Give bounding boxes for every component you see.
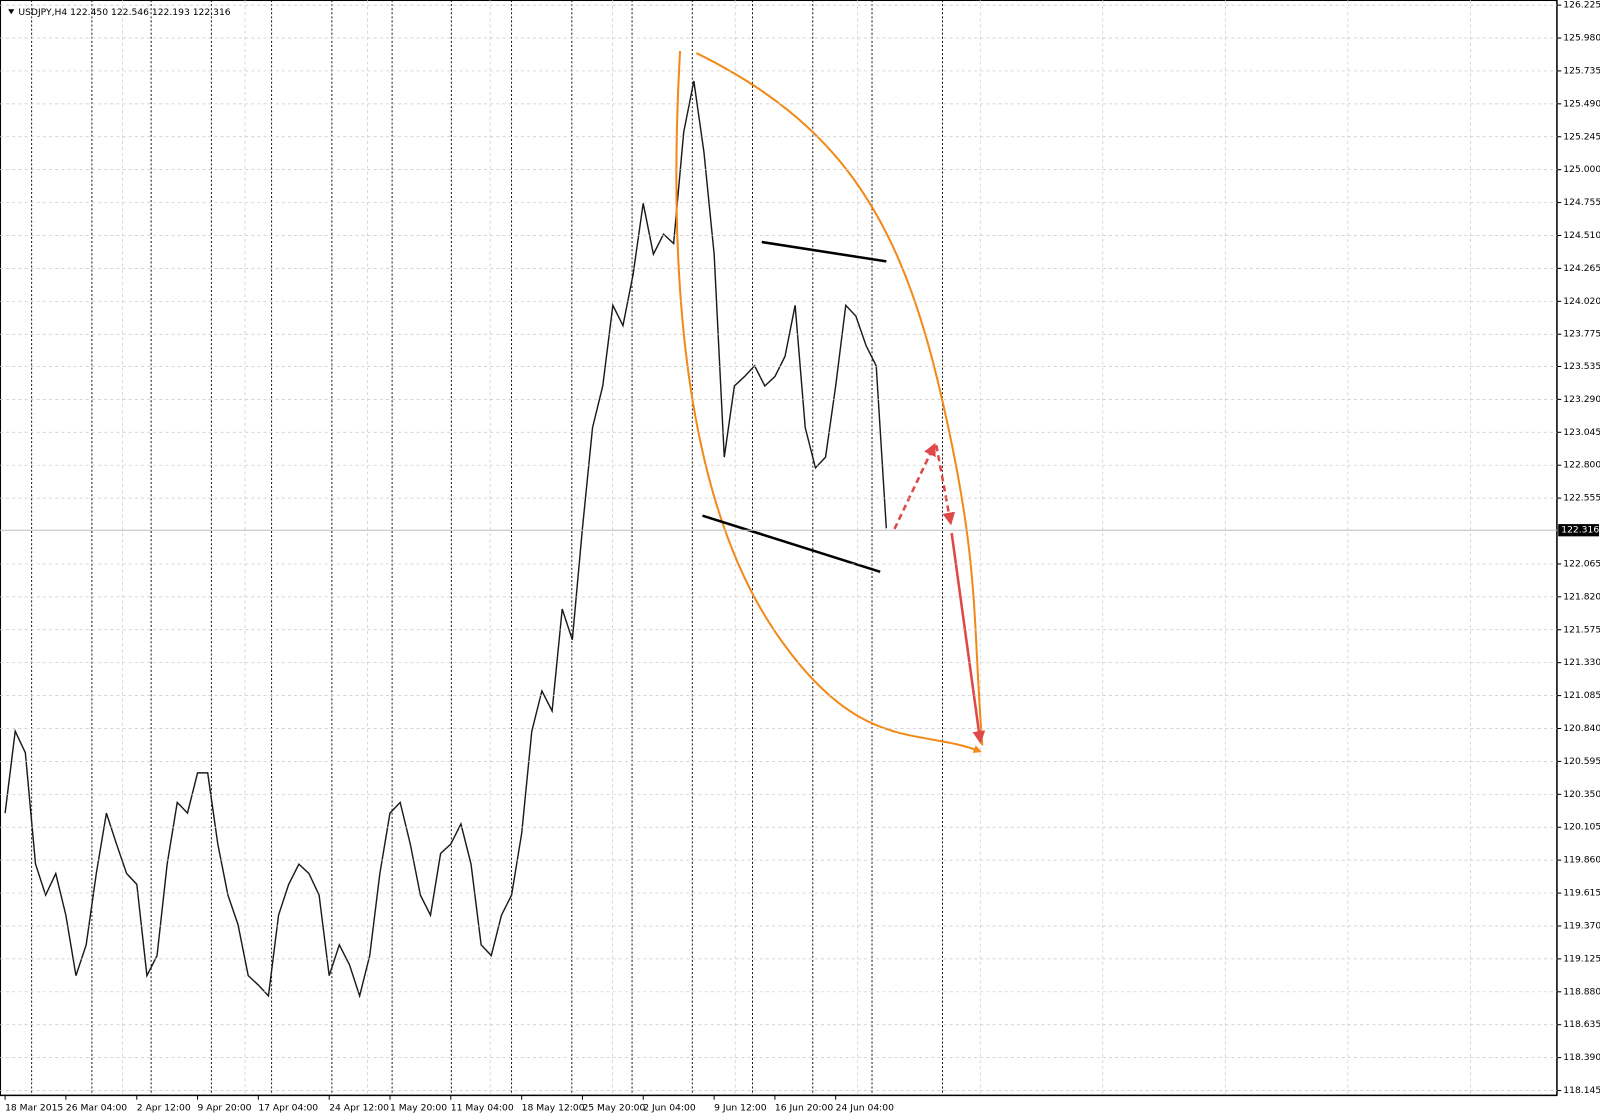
y-tick-label: 122.065: [1563, 558, 1600, 569]
y-tick-label: 120.350: [1563, 789, 1600, 800]
period-separators: [31, 0, 943, 1096]
y-tick-label: 123.045: [1563, 427, 1600, 438]
y-tick-label: 119.125: [1563, 953, 1600, 964]
x-tick-label: 9 Jun 12:00: [714, 1102, 767, 1113]
y-tick-label: 121.330: [1563, 657, 1600, 668]
y-tick-label: 118.635: [1563, 1019, 1600, 1030]
y-tick-label: 120.840: [1563, 723, 1600, 734]
y-tick-label: 124.510: [1563, 230, 1600, 241]
orange-curve: [675, 50, 982, 753]
y-tick-label: 119.615: [1563, 888, 1600, 899]
y-tick-label: 123.775: [1563, 329, 1600, 340]
y-tick-label: 119.860: [1563, 855, 1600, 866]
x-tick-label: 24 Jun 04:00: [836, 1102, 894, 1113]
x-tick-label: 26 Mar 04:00: [66, 1102, 127, 1113]
y-tick-label: 119.370: [1563, 920, 1600, 931]
current-price-label: 122.316: [1561, 525, 1599, 536]
x-tick-label: 11 May 04:00: [451, 1102, 514, 1113]
menu-triangle[interactable]: [8, 9, 15, 15]
y-tick-label: 122.555: [1563, 493, 1600, 504]
vertical-grid: [122, 0, 1471, 1096]
y-tick-label: 121.575: [1563, 624, 1600, 635]
y-tick-label: 121.820: [1563, 591, 1600, 602]
orange-curve: [695, 52, 984, 746]
plot-frame: [0, 0, 1558, 1096]
price-line: [4, 80, 888, 999]
trend-line: [761, 240, 887, 263]
x-tick-label: 24 Apr 12:00: [329, 1102, 389, 1113]
y-tick-label: 125.245: [1563, 131, 1600, 142]
y-tick-label: 120.595: [1563, 756, 1600, 767]
forecast-arrow: [893, 442, 936, 530]
y-tick-label: 125.000: [1563, 164, 1600, 175]
trend-line: [702, 514, 881, 574]
x-tick-label: 18 Mar 2015: [5, 1102, 63, 1113]
y-tick-label: 122.800: [1563, 460, 1600, 471]
x-tick-label: 2 Jun 04:00: [643, 1102, 696, 1113]
y-tick-label: 125.735: [1563, 65, 1600, 76]
forecast-arrow: [950, 532, 986, 744]
series-layer: [4, 80, 888, 999]
y-tick-label: 125.980: [1563, 33, 1600, 44]
x-tick-label: 1 May 20:00: [390, 1102, 447, 1113]
y-tick-label: 121.085: [1563, 690, 1600, 701]
annotations: [675, 50, 986, 753]
y-tick-label: 126.225: [1563, 0, 1600, 11]
x-tick-label: 18 May 12:00: [522, 1102, 585, 1113]
y-tick-label: 120.105: [1563, 822, 1600, 833]
x-tick-label: 9 Apr 20:00: [198, 1102, 252, 1113]
x-tick-label: 2 Apr 12:00: [137, 1102, 191, 1113]
y-tick-label: 123.535: [1563, 361, 1600, 372]
y-tick-label: 125.490: [1563, 98, 1600, 109]
y-tick-label: 124.020: [1563, 296, 1600, 307]
forecast-arrow: [935, 444, 956, 526]
y-tick-label: 124.265: [1563, 263, 1600, 274]
y-tick-label: 118.145: [1563, 1085, 1600, 1096]
current-price-box: [1558, 524, 1600, 537]
y-tick-label: 124.755: [1563, 197, 1600, 208]
y-tick-label: 123.290: [1563, 394, 1600, 405]
price-axis: [1557, 0, 1600, 1096]
x-tick-label: 16 Jun 20:00: [775, 1102, 833, 1113]
x-tick-label: 17 Apr 04:00: [258, 1102, 318, 1113]
y-tick-label: 118.880: [1563, 986, 1600, 997]
y-tick-label: 118.390: [1563, 1052, 1600, 1063]
x-tick-label: 25 May 20:00: [582, 1102, 645, 1113]
chart-title: USDJPY,H4 122.450 122.546 122.193 122.31…: [18, 7, 230, 18]
